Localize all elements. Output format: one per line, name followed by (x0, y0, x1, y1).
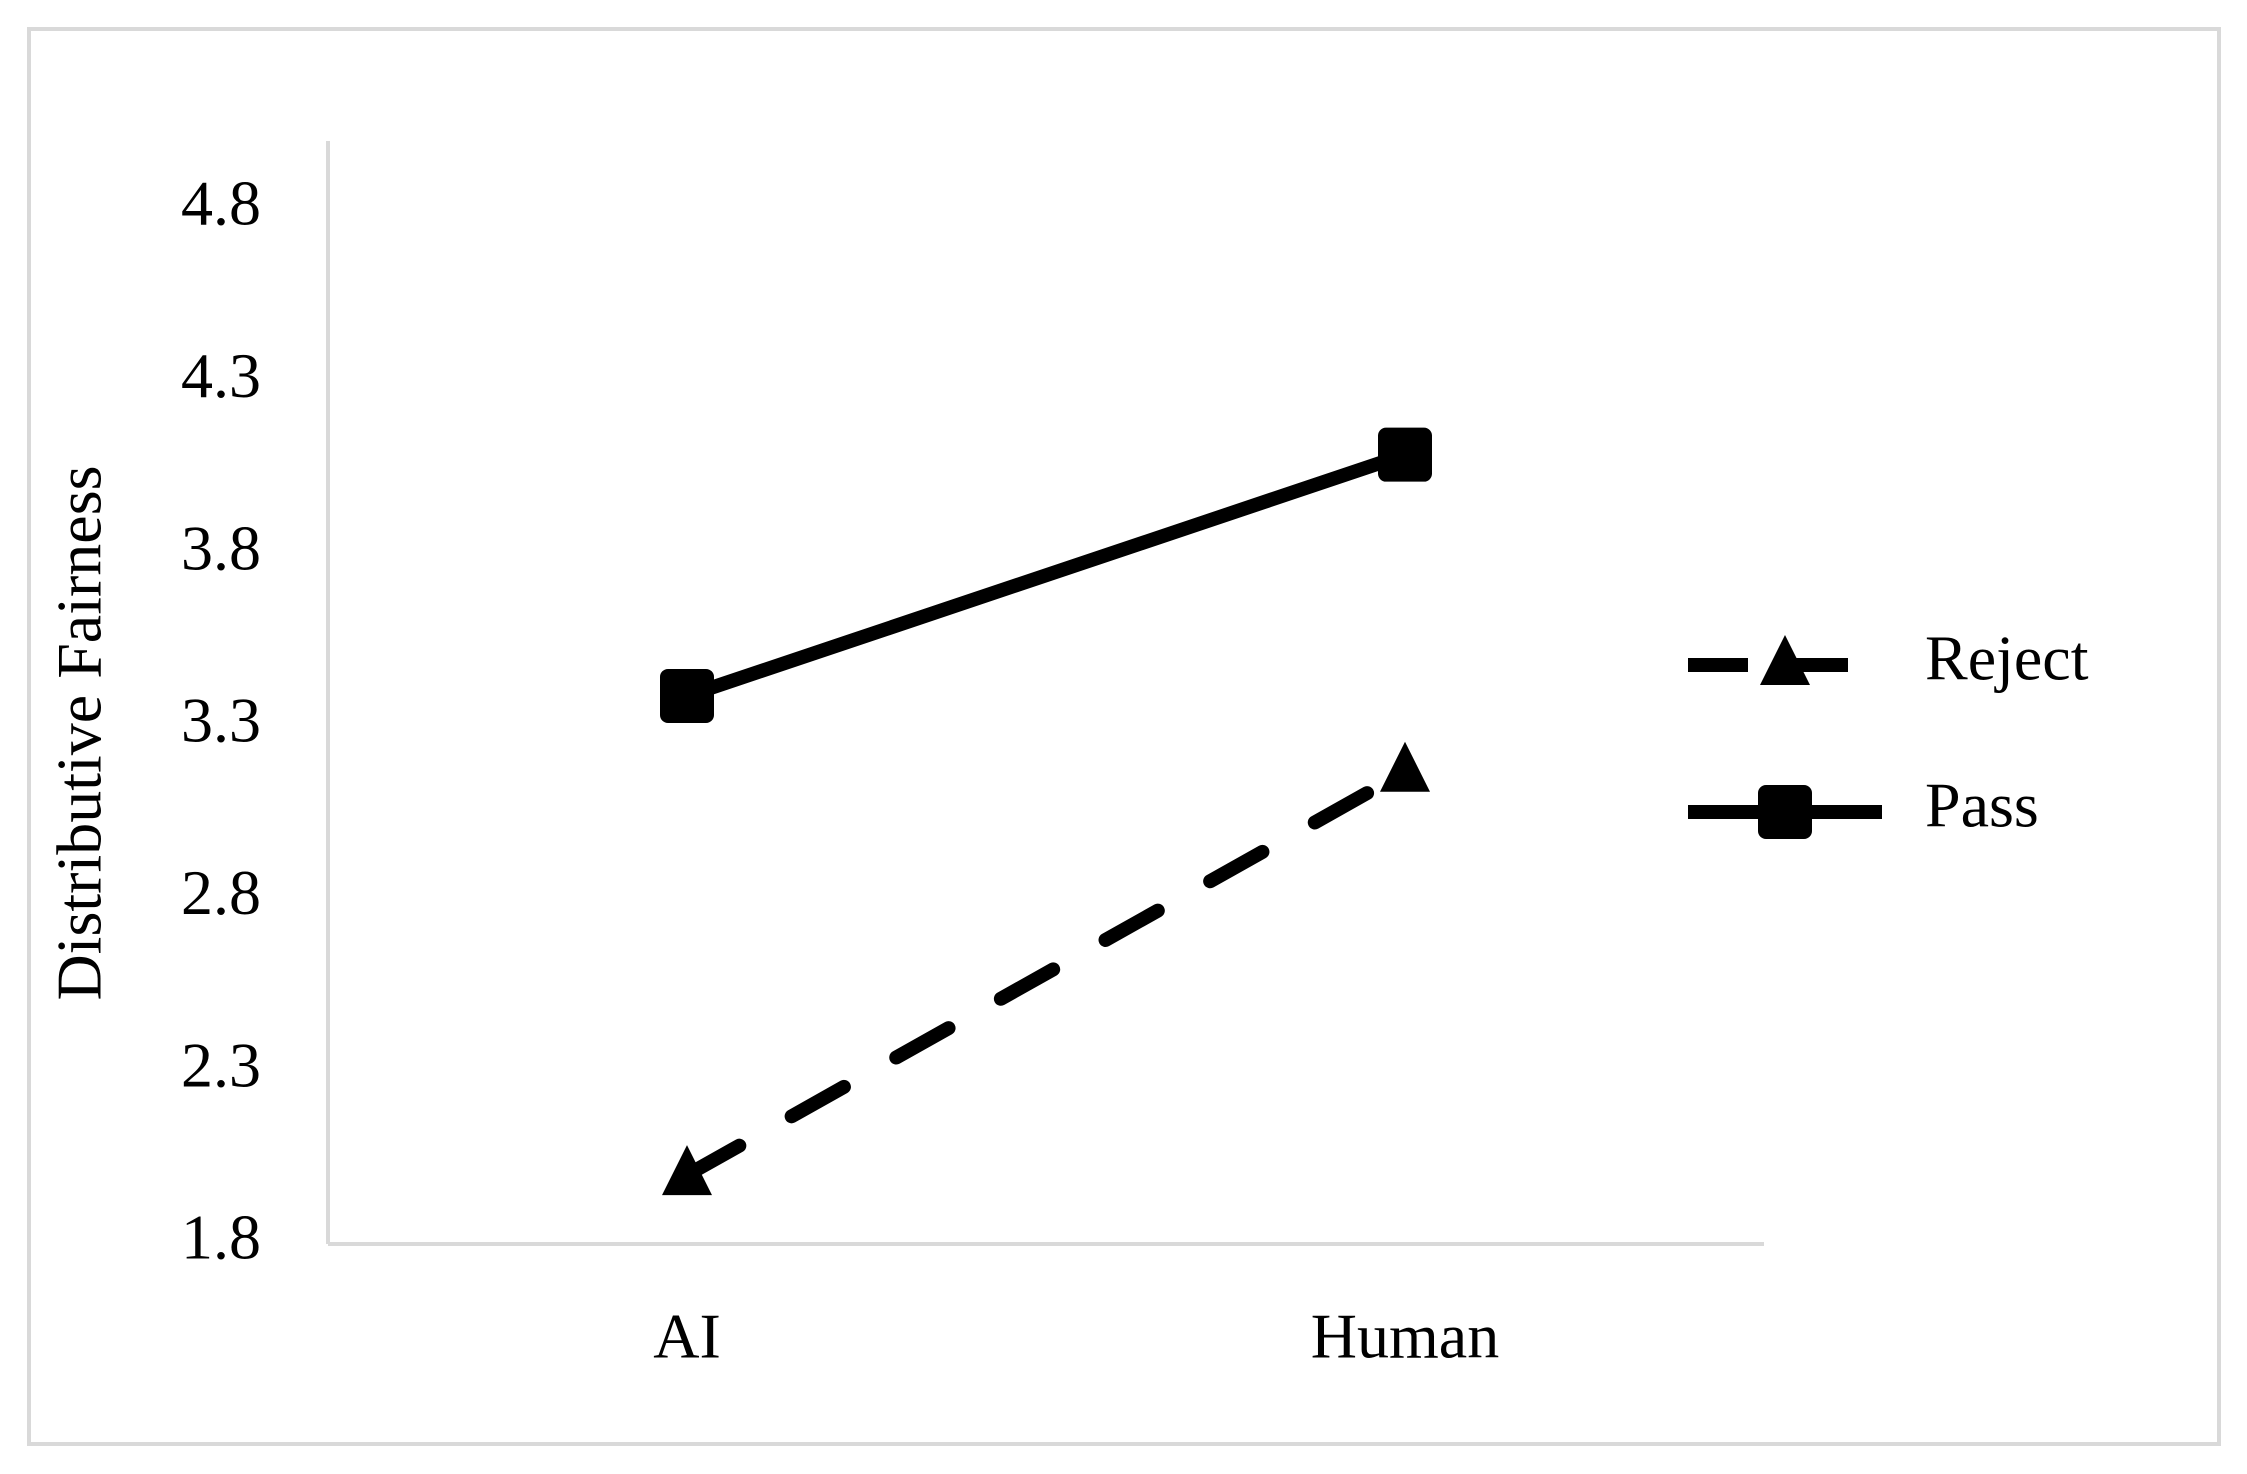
series-line (680, 764, 1412, 1183)
marker (662, 1145, 712, 1196)
marker (660, 668, 714, 723)
marker (1378, 427, 1432, 482)
legend-marker (1758, 785, 1812, 839)
y-tick-label: 4.8 (181, 168, 261, 239)
x-tick-label: AI (653, 1301, 721, 1372)
marker (1380, 741, 1430, 792)
y-tick-label: 2.3 (181, 1029, 261, 1100)
series-line (680, 447, 1412, 703)
y-tick-label: 3.8 (181, 512, 261, 583)
x-tick-label: Human (1311, 1301, 1499, 1372)
y-tick-label: 4.3 (181, 340, 261, 411)
chart-border (27, 27, 2221, 1446)
y-tick-label: 3.3 (181, 685, 261, 756)
y-tick-label: 1.8 (181, 1202, 261, 1273)
y-tick-label: 2.8 (181, 857, 261, 928)
legend-label: Pass (1925, 770, 2039, 841)
y-axis-label: Distributive Fairness (44, 465, 115, 1000)
legend-marker (1760, 635, 1810, 685)
legend-label: Reject (1925, 623, 2089, 694)
